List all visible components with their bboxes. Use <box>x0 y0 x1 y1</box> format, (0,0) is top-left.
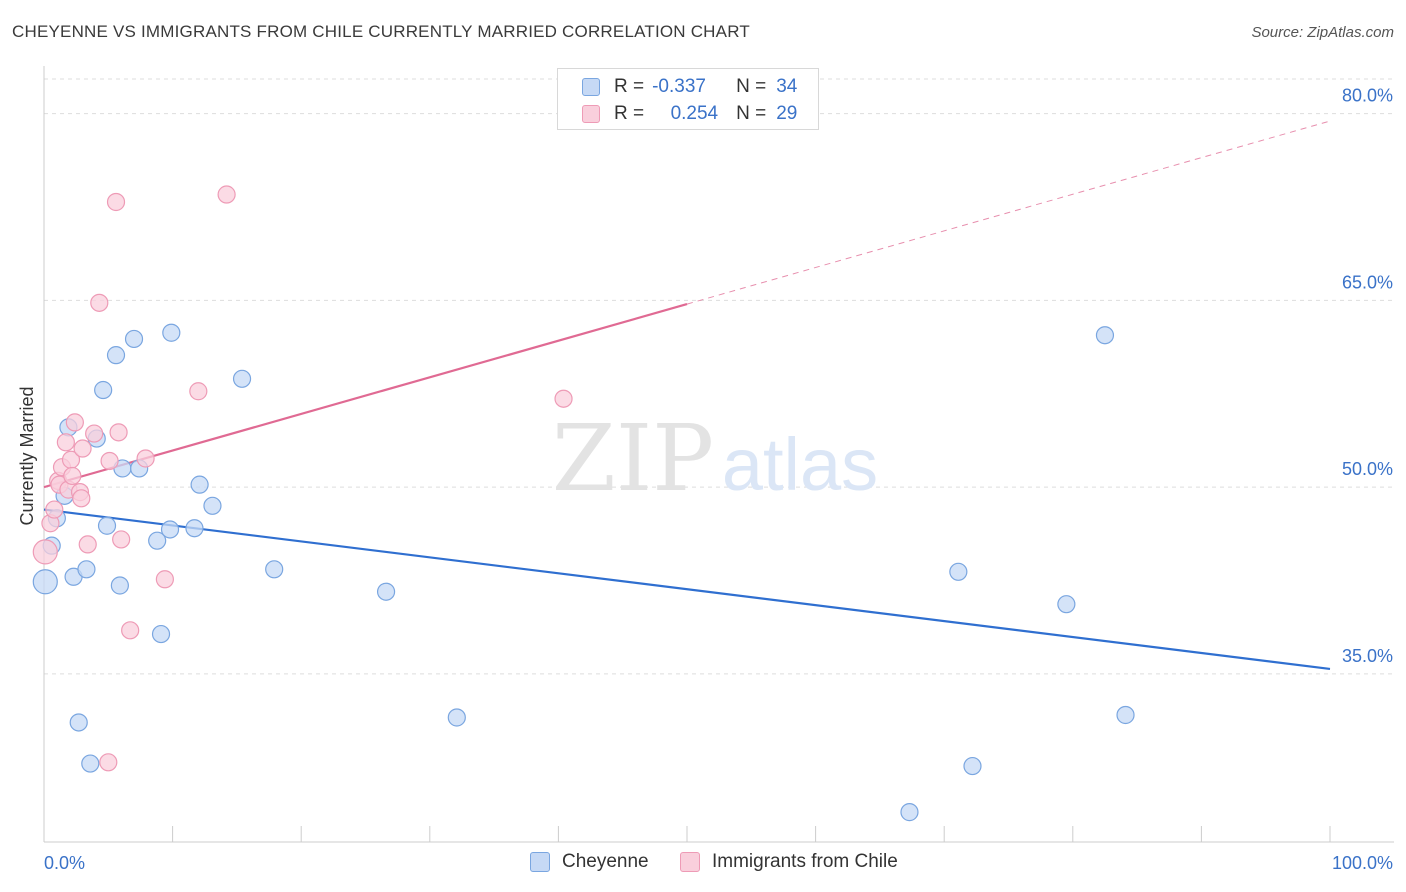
point-cheyenne <box>162 323 181 342</box>
point-chile <box>90 293 109 312</box>
point-cheyenne <box>110 576 129 595</box>
tick-labels: 35.0% 50.0% 65.0% 80.0% 0.0% 100.0% <box>44 86 1393 873</box>
point-chile <box>63 466 82 486</box>
point-cheyenne <box>151 624 171 644</box>
y-tick-label: 80.0% <box>1342 86 1393 106</box>
point-chile <box>32 539 58 565</box>
point-cheyenne <box>32 569 58 595</box>
series-legend-chile[interactable]: Immigrants from Chile <box>680 851 898 873</box>
trend-line <box>43 508 1331 671</box>
series-legend-label: Cheyenne <box>562 851 649 872</box>
point-chile <box>72 489 91 508</box>
point-cheyenne <box>447 708 466 727</box>
y-tick-label: 65.0% <box>1342 272 1393 292</box>
legend-swatch-pink <box>582 105 600 123</box>
point-cheyenne <box>232 369 252 388</box>
point-chile <box>109 423 128 442</box>
stats-legend: R = -0.337 N = 34 R = 0.254 N = 29 <box>557 68 819 130</box>
trend-line <box>686 120 1331 305</box>
legend-row-chile: R = 0.254 N = 29 <box>582 101 797 127</box>
y-tick-label: 50.0% <box>1342 459 1393 479</box>
point-chile <box>99 753 118 772</box>
legend-n-label: N = <box>736 103 767 124</box>
point-cheyenne <box>1057 595 1076 614</box>
legend-swatch-blue <box>582 78 600 96</box>
legend-r-label: R = <box>614 103 645 124</box>
point-cheyenne <box>265 560 284 579</box>
point-cheyenne <box>376 582 396 601</box>
axis-layer <box>43 66 1394 843</box>
point-cheyenne <box>97 516 117 535</box>
point-cheyenne <box>106 346 126 365</box>
legend-swatch-blue <box>530 852 550 872</box>
point-cheyenne <box>148 531 167 550</box>
y-axis-label: Currently Married <box>17 386 37 525</box>
point-cheyenne <box>963 756 982 776</box>
legend-n-label: N = <box>736 76 767 97</box>
legend-r-value: 0.254 <box>670 103 719 124</box>
point-chile <box>65 413 84 432</box>
point-chile <box>106 192 126 212</box>
point-cheyenne <box>124 329 144 349</box>
point-cheyenne <box>900 803 919 822</box>
watermark-atlas: atlas <box>722 423 878 506</box>
chart-title: CHEYENNE VS IMMIGRANTS FROM CHILE CURREN… <box>12 22 750 41</box>
point-cheyenne <box>94 380 113 400</box>
y-tick-label: 35.0% <box>1342 646 1393 666</box>
x-tick-label: 100.0% <box>1332 853 1393 873</box>
legend-row-cheyenne: R = -0.337 N = 34 <box>582 74 797 100</box>
point-chile <box>112 530 131 549</box>
point-chile <box>45 500 64 519</box>
legend-n-value: 34 <box>776 76 798 97</box>
point-cheyenne <box>203 496 222 515</box>
series-legend: Cheyenne Immigrants from Chile <box>0 851 1406 877</box>
watermark: ZIP atlas <box>552 405 878 512</box>
x-tick-label: 0.0% <box>44 853 85 873</box>
point-cheyenne <box>1116 705 1135 725</box>
point-cheyenne <box>81 754 100 773</box>
point-cheyenne <box>160 520 180 539</box>
point-chile <box>217 185 236 204</box>
point-chile <box>100 451 119 471</box>
series-legend-label: Immigrants from Chile <box>712 851 898 872</box>
point-chile <box>56 433 75 452</box>
point-cheyenne <box>190 475 209 494</box>
legend-r-label: R = <box>614 76 645 97</box>
point-chile <box>189 382 208 401</box>
point-chile <box>136 449 155 468</box>
legend-r-value: -0.337 <box>652 76 706 97</box>
point-chile <box>554 389 573 408</box>
point-chile <box>73 439 92 458</box>
source-label: Source: ZipAtlas.com <box>1251 24 1394 41</box>
legend-swatch-pink <box>680 852 700 872</box>
point-chile <box>85 424 104 443</box>
data-points <box>32 185 1135 822</box>
point-cheyenne <box>1095 326 1115 345</box>
watermark-zip: ZIP <box>552 405 714 512</box>
point-cheyenne <box>69 713 88 732</box>
point-cheyenne <box>949 562 968 581</box>
point-cheyenne <box>77 560 96 579</box>
trend-lines <box>43 120 1331 671</box>
legend-n-value: 29 <box>776 103 798 124</box>
point-chile <box>78 535 97 554</box>
point-chile <box>155 570 174 589</box>
point-chile <box>121 621 140 640</box>
point-cheyenne <box>185 519 204 538</box>
series-legend-cheyenne[interactable]: Cheyenne <box>530 851 649 873</box>
